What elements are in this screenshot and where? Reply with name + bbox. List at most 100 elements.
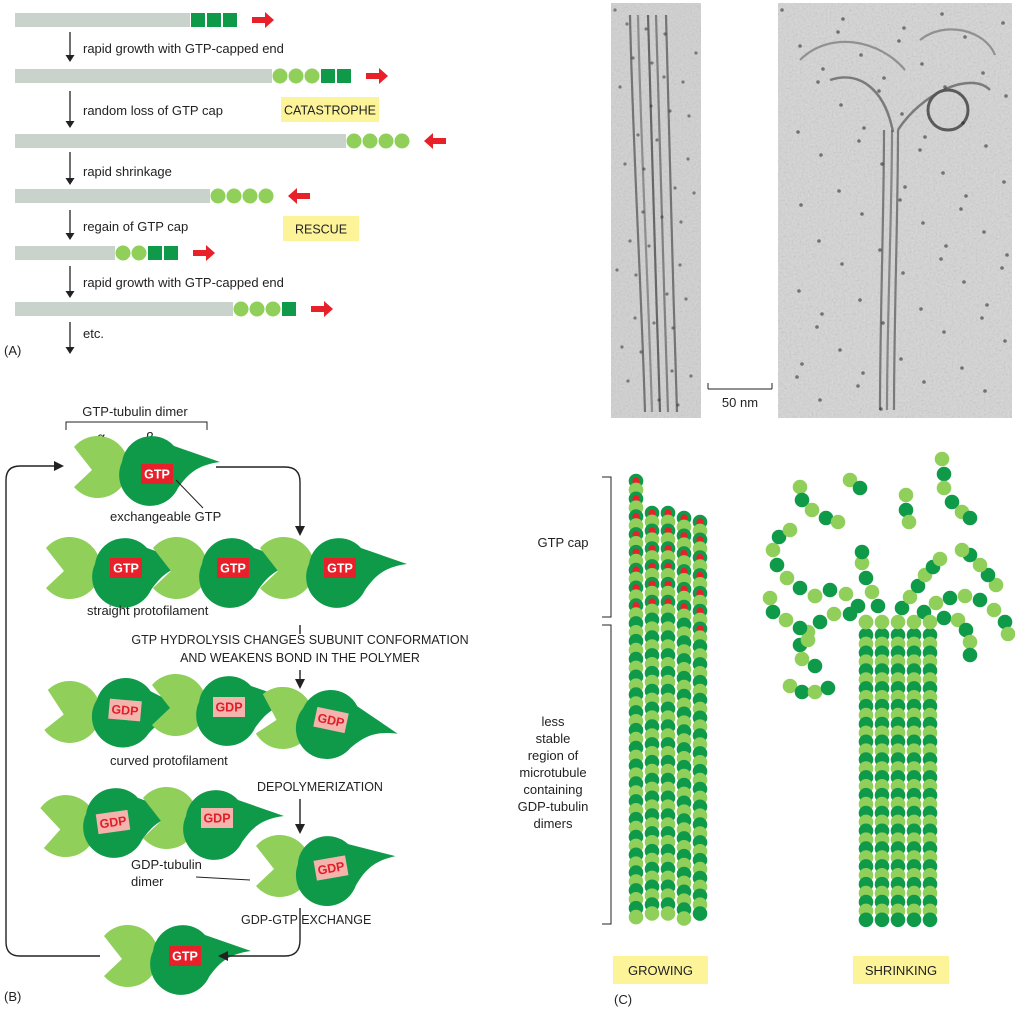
alpha-subunit xyxy=(842,472,858,488)
em-speck xyxy=(1003,339,1007,343)
gdp-tag-label: GDP xyxy=(215,701,242,715)
curling-subunit-circle xyxy=(346,133,362,149)
em-speck xyxy=(836,30,840,34)
alpha-subunit xyxy=(800,632,816,648)
tag-box xyxy=(217,558,249,578)
alpha-subunit xyxy=(794,651,810,667)
less-stable-line-4: microtubule xyxy=(519,765,586,780)
em-speck xyxy=(655,138,659,142)
shrink-arrow-icon xyxy=(288,188,310,204)
em-speck xyxy=(819,153,823,157)
em-speck xyxy=(820,312,824,316)
em-speck xyxy=(798,44,802,48)
panel-a-step-arrows xyxy=(65,32,75,354)
em-speck xyxy=(881,321,885,325)
dimer-title: GTP-tubulin dimer xyxy=(82,404,188,419)
gtp-dot xyxy=(632,477,640,485)
beta-subunit xyxy=(942,590,958,606)
alpha-subunit xyxy=(807,588,823,604)
em-speck xyxy=(618,85,622,89)
em-speck xyxy=(796,130,800,134)
beta-subunit xyxy=(962,647,978,663)
em-speck xyxy=(984,144,988,148)
alpha-subunit xyxy=(792,479,808,495)
straight-protofilament-label: straight protofilament xyxy=(87,603,209,618)
em-speck xyxy=(800,362,804,366)
em-speck xyxy=(919,307,923,311)
gdp-lattice-bar xyxy=(15,69,272,83)
em-speck xyxy=(879,407,883,411)
em-speck xyxy=(944,244,948,248)
beta-subunit xyxy=(771,529,787,545)
curling-subunit-circle xyxy=(249,301,265,317)
less-stable-line-3: region of xyxy=(528,748,579,763)
panel-b: GTP-tubulin dimer α β GTPGTPGTPGTPGDPGDP… xyxy=(4,404,469,1004)
less-stable-line-1: less xyxy=(541,714,565,729)
curved-protofilament-label: curved protofilament xyxy=(110,753,228,768)
alpha-tubulin xyxy=(44,681,101,743)
lattice-row xyxy=(15,133,446,149)
gdp-tag-label: GDP xyxy=(111,702,139,718)
beta-subunit xyxy=(944,494,960,510)
alpha-subunit xyxy=(890,614,906,630)
alpha-subunit xyxy=(874,614,890,630)
depolymerizing-fragment: GDP GDP xyxy=(40,787,284,860)
beta-subunit xyxy=(858,570,874,586)
gtp-dot xyxy=(632,566,640,574)
em-speck xyxy=(838,348,842,352)
em-speck xyxy=(628,239,632,243)
alpha-tubulin xyxy=(152,674,207,736)
alpha-subunit xyxy=(778,612,794,628)
beta-subunit xyxy=(807,658,823,674)
em-speck xyxy=(857,139,861,143)
em-speck xyxy=(858,298,862,302)
gtp-dot xyxy=(632,548,640,556)
alpha-subunit-shape xyxy=(44,681,101,743)
curling-subunit-circle xyxy=(115,245,131,261)
em-speck xyxy=(903,185,907,189)
gtp-dot xyxy=(648,545,656,553)
em-speck xyxy=(816,80,820,84)
em-speck xyxy=(1002,180,1006,184)
alpha-subunit-shape xyxy=(74,436,129,498)
em-speck xyxy=(652,321,656,325)
alpha-subunit xyxy=(906,614,922,630)
em-speck xyxy=(634,273,638,277)
em-speck xyxy=(673,186,677,190)
curling-subunit-circle xyxy=(233,301,249,317)
em-speck xyxy=(859,53,863,57)
peeling-protofilaments-image xyxy=(780,8,1009,411)
em-speck xyxy=(839,103,843,107)
alpha-subunit xyxy=(1000,626,1015,642)
em-speck xyxy=(861,371,865,375)
alpha-tubulin xyxy=(74,436,129,498)
alpha-subunit xyxy=(804,502,820,518)
gdp-dimer-label-1: GDP-tubulin xyxy=(131,857,202,872)
alpha-subunit xyxy=(762,590,778,606)
em-speck xyxy=(663,32,667,36)
gtp-subunit-square xyxy=(207,13,221,27)
gdp-lattice-bar xyxy=(15,189,210,203)
em-speck xyxy=(797,289,801,293)
gtp-dot xyxy=(680,532,688,540)
micrographs: 50 nm xyxy=(611,3,1012,418)
gdp-tag: GDP xyxy=(313,706,349,734)
alpha-subunit xyxy=(838,586,854,602)
tag-box xyxy=(213,697,245,717)
curved-protofilament: GDP GDP GDP xyxy=(44,674,398,760)
beta-subunit xyxy=(936,610,952,626)
micrograph-growing xyxy=(611,3,701,418)
dimer-bracket xyxy=(65,421,208,430)
curling-subunit-circle xyxy=(288,68,304,84)
protofilament-stripe xyxy=(878,129,886,411)
gtp-dot xyxy=(664,527,672,535)
beta-subunit xyxy=(852,480,868,496)
em-speck xyxy=(898,198,902,202)
beta-subunit xyxy=(692,906,708,921)
em-speck xyxy=(918,148,922,152)
curling-subunit-circle xyxy=(394,133,410,149)
alpha-subunit xyxy=(936,480,952,496)
em-speck xyxy=(837,189,841,193)
em-speck xyxy=(1004,94,1008,98)
tag-box xyxy=(313,706,349,734)
